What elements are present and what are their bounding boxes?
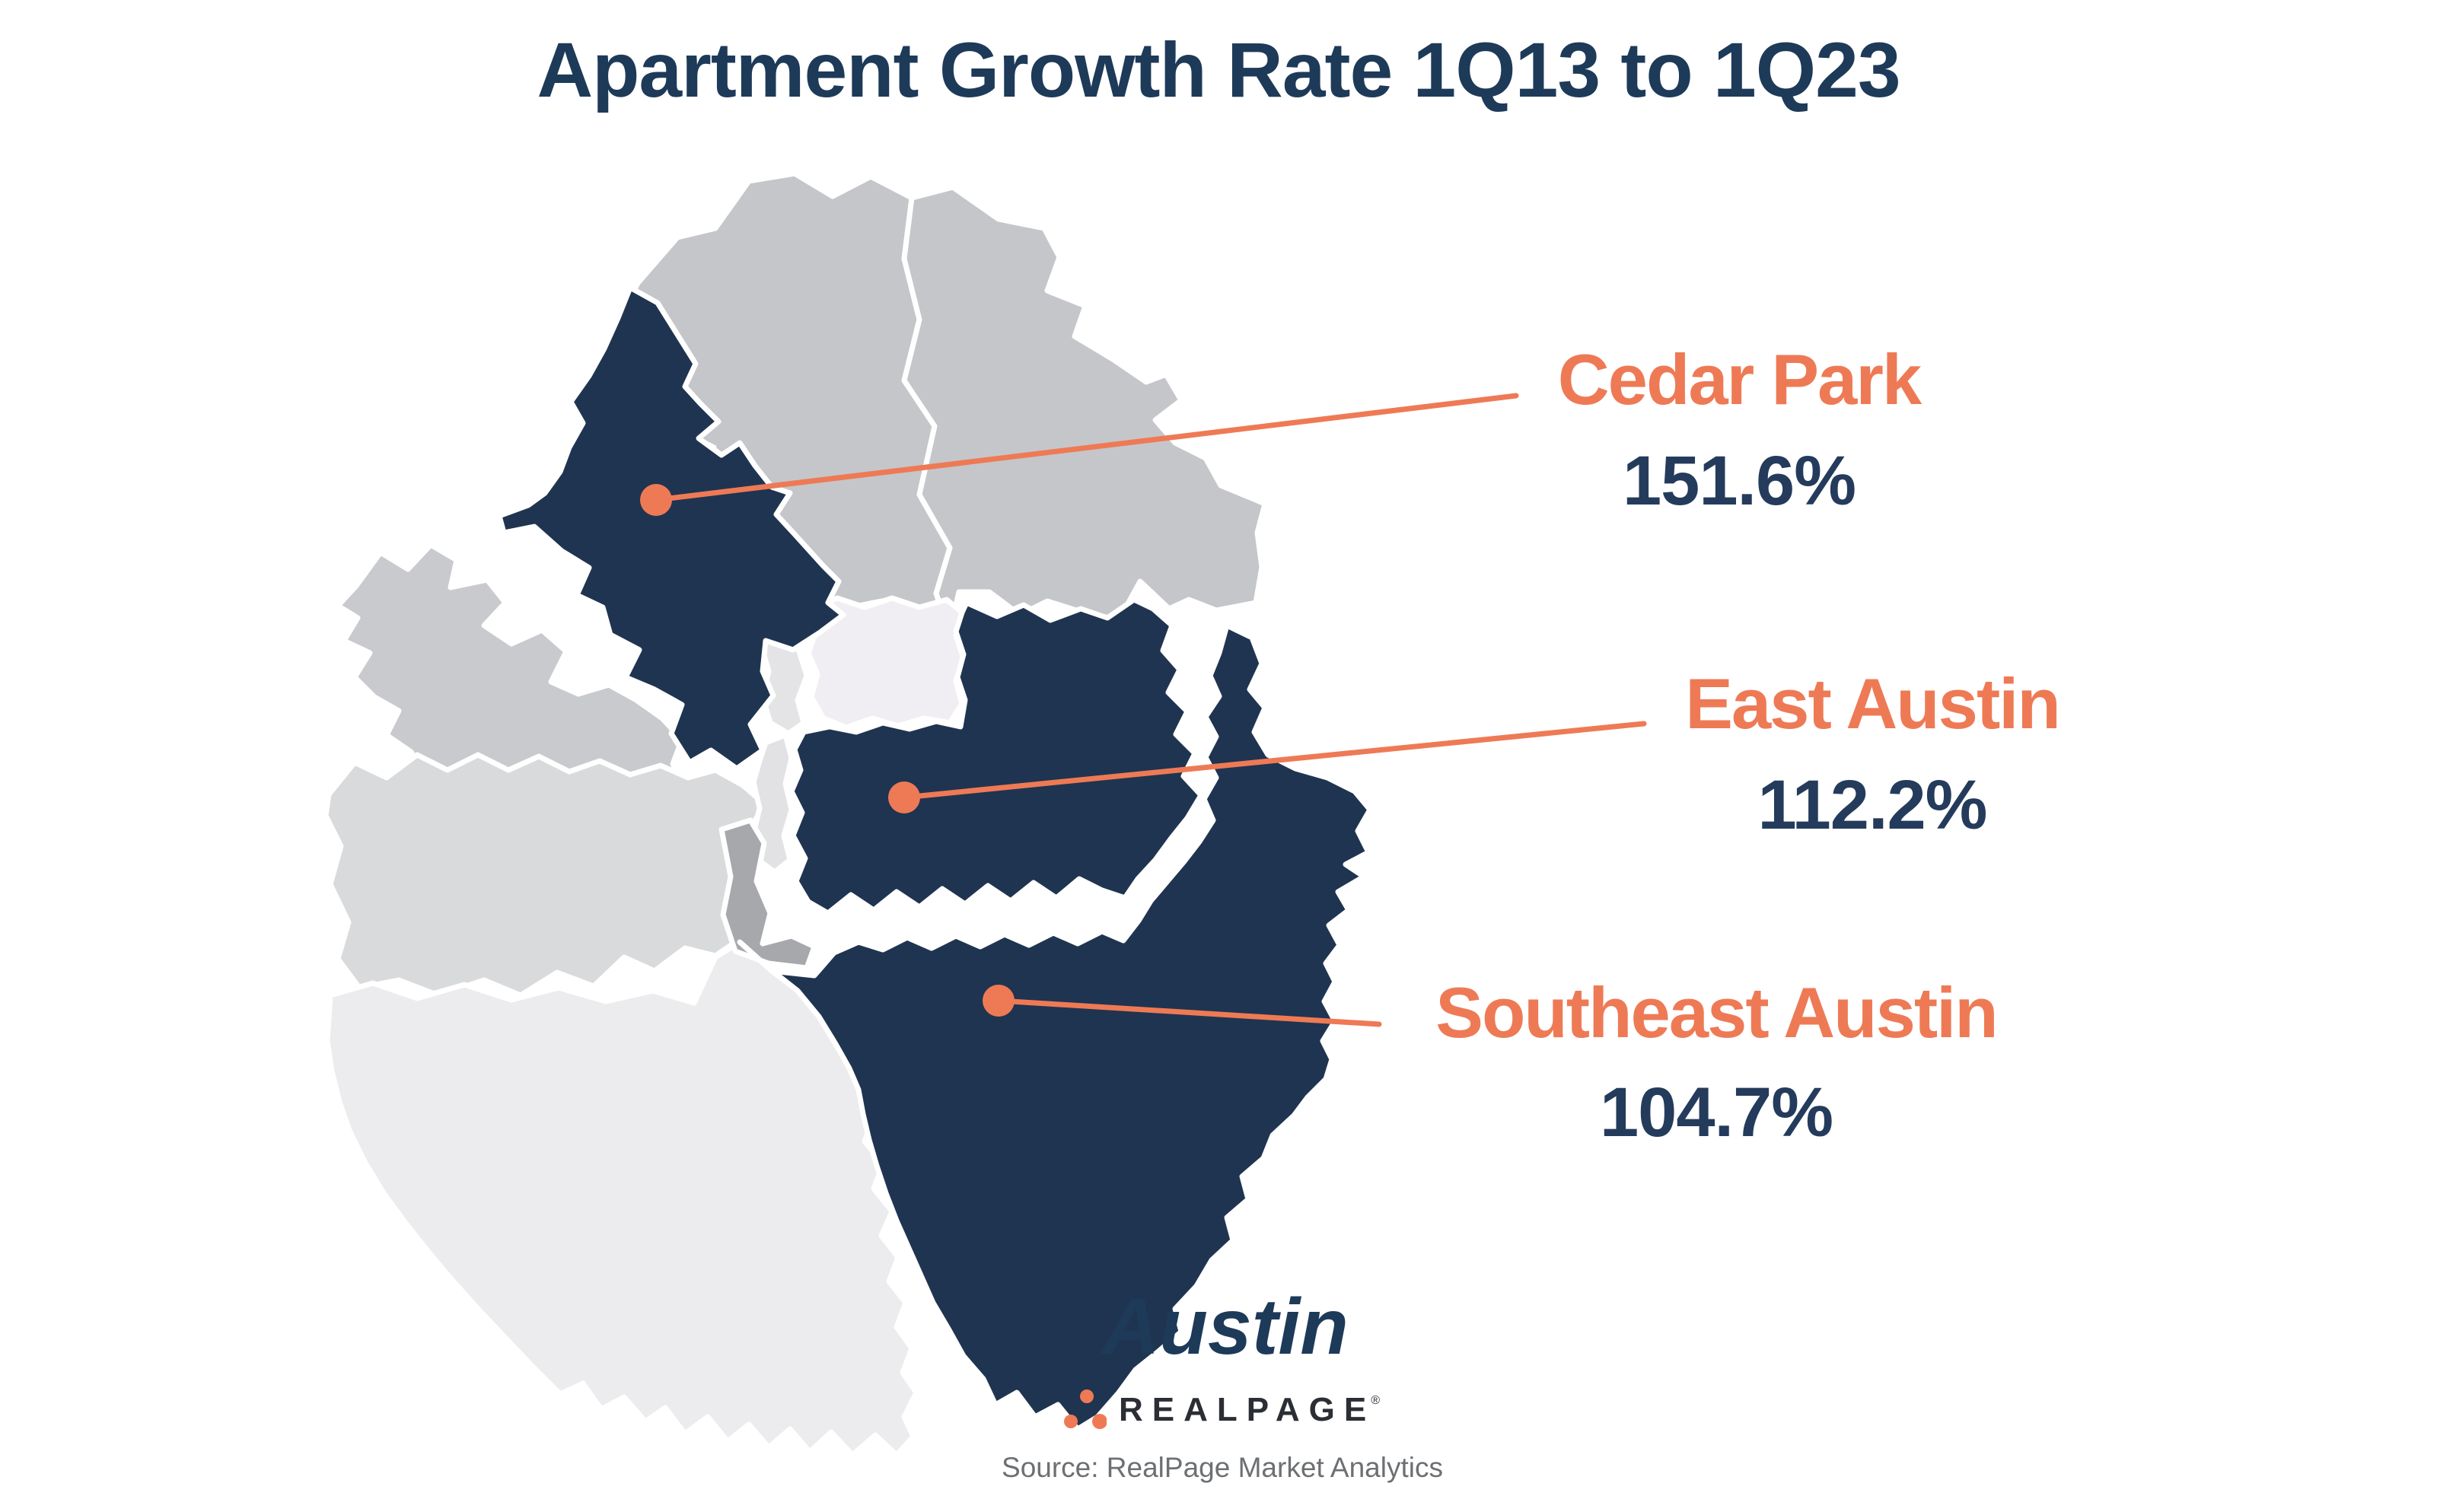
page-title: Apartment Growth Rate 1Q13 to 1Q23 bbox=[537, 27, 1900, 113]
southeast-austin-label: Southeast Austin bbox=[1435, 972, 1998, 1052]
region-central-lavender bbox=[805, 595, 967, 731]
city-label: Austin bbox=[1102, 1283, 1349, 1371]
region-cedar-park bbox=[496, 285, 846, 772]
cedar-park-leader-line bbox=[653, 393, 1519, 503]
region-southeast-austin bbox=[737, 622, 1373, 1432]
region-south-central-strip bbox=[718, 817, 817, 971]
east-austin-label: East Austin bbox=[1685, 664, 2061, 743]
cedar-park-dot bbox=[640, 484, 672, 516]
southeast-austin-dot bbox=[983, 985, 1015, 1017]
east-austin-value: 112.2% bbox=[1757, 766, 1988, 844]
cedar-park-label: Cedar Park bbox=[1557, 339, 1922, 419]
region-east-austin bbox=[788, 597, 1204, 916]
region-northeast bbox=[901, 184, 1268, 635]
realpage-logo: REALPAGE ® bbox=[1064, 1388, 1384, 1432]
registered-mark-icon: ® bbox=[1371, 1394, 1381, 1407]
realpage-logo-dots-icon bbox=[1064, 1389, 1107, 1429]
east-austin-leader-line bbox=[901, 721, 1647, 801]
southeast-austin-leader-line bbox=[996, 998, 1382, 1027]
realpage-logo-text: REALPAGE bbox=[1119, 1391, 1376, 1428]
region-west-austin bbox=[323, 752, 770, 998]
source-attribution: Source: RealPage Market Analytics bbox=[1002, 1452, 1443, 1483]
east-austin-dot bbox=[888, 781, 920, 813]
southeast-austin-value: 104.7% bbox=[1599, 1074, 1833, 1151]
cedar-park-value: 151.6% bbox=[1622, 442, 1856, 520]
